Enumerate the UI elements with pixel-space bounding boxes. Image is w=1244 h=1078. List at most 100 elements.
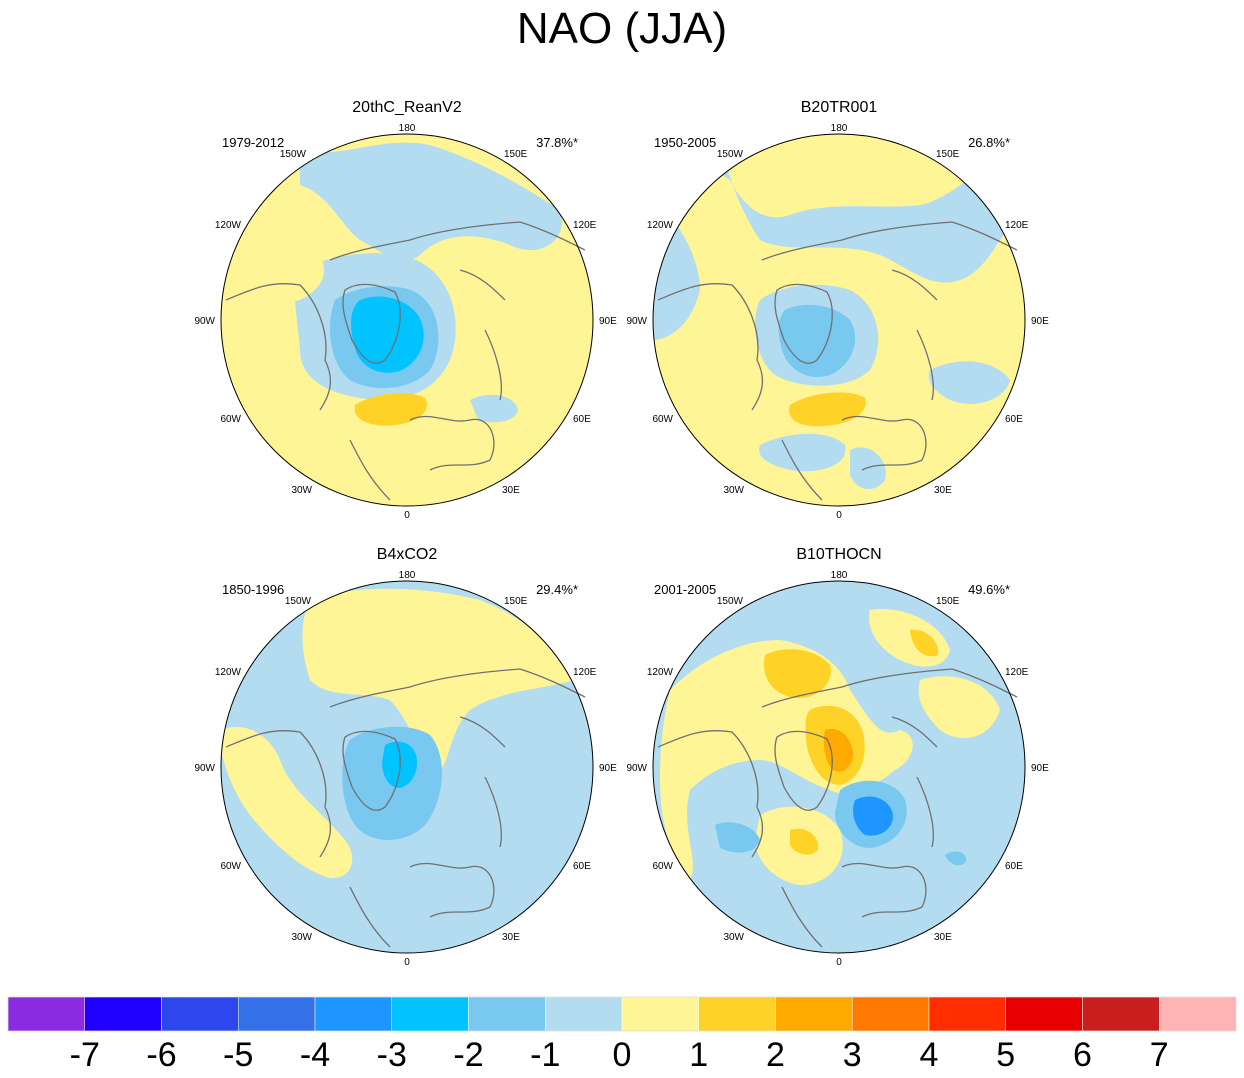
contour-negative-2 (945, 851, 967, 866)
colorbar-tick-label: 4 (920, 1036, 939, 1074)
lon-label: 60E (1005, 414, 1023, 425)
lon-label: 60E (1005, 861, 1023, 872)
longitude-labels: 180 150W 120W 90W 60W 30W 0 150E 120E 90… (194, 123, 617, 521)
lon-label: 120W (647, 667, 674, 678)
lon-label: 120W (647, 220, 674, 231)
lon-label: 60E (573, 414, 591, 425)
colorbar-tick-label: -2 (453, 1036, 483, 1074)
colorbar-tick-label: 0 (613, 1036, 632, 1074)
colorbar-tick-label: 6 (1073, 1036, 1092, 1074)
contour-positive-2 (764, 649, 831, 699)
contour-positive-3 (823, 728, 853, 772)
lon-label: 120W (215, 667, 242, 678)
map-field (221, 581, 593, 953)
panel-period: 1950-2005 (654, 135, 716, 150)
colorbar-tick-label: 5 (996, 1036, 1015, 1074)
contour-positive-2 (354, 393, 427, 426)
contour-negative-1 (928, 361, 1010, 404)
colorbar-tick-label: 3 (843, 1036, 862, 1074)
contour-negative-1 (759, 433, 846, 472)
longitude-labels: 180 150W 120W 90W 60W 30W 0 150E 120E 90… (626, 123, 1049, 521)
map-panel-2: B20TR001 1950-2005 26.8%* 180 150W 120W (626, 99, 1049, 521)
lon-label: 30E (502, 932, 520, 943)
colorbar-swatch (7, 996, 85, 1032)
coastlines (657, 668, 1018, 948)
panel-title: 20thC_ReanV2 (352, 99, 462, 116)
panel-title: B4xCO2 (377, 546, 438, 563)
colorbar-swatch (468, 996, 546, 1032)
panel-period: 2001-2005 (654, 582, 716, 597)
contour-negative-1 (653, 134, 1025, 283)
lon-label: 90W (194, 316, 215, 327)
contour-negative-1 (470, 394, 518, 423)
map-field (653, 581, 1025, 953)
lon-label: 30W (291, 485, 312, 496)
panel-title: B20TR001 (801, 99, 878, 116)
colorbar-tick-label: -6 (146, 1036, 176, 1074)
lon-label: 60W (220, 414, 241, 425)
colorbar-swatch (928, 996, 1006, 1032)
contour-negative-1 (300, 142, 562, 261)
lon-label: 60W (652, 414, 673, 425)
lon-label: 120E (573, 667, 597, 678)
lon-label: 120E (573, 220, 597, 231)
lon-label: 90W (626, 316, 647, 327)
lon-label: 90W (626, 763, 647, 774)
colorbar-tick-label: -7 (70, 1036, 100, 1074)
lon-label: 0 (836, 957, 842, 968)
colorbar-tick-label: -3 (377, 1036, 407, 1074)
contour-zero (221, 726, 353, 879)
lon-label: 30W (291, 932, 312, 943)
contour-positive-1 (918, 676, 1000, 739)
lon-label: 150W (280, 149, 307, 160)
colorbar-tick-label: 7 (1150, 1036, 1169, 1074)
colorbar-swatch (698, 996, 776, 1032)
colorbar-tick-label: -4 (300, 1036, 330, 1074)
colorbar-tick-label: 1 (689, 1036, 708, 1074)
colorbar: -7 -6 -5 -4 -3 -2 -1 0 1 2 3 4 5 6 7 (7, 996, 1237, 1074)
lon-label: 150E (504, 596, 528, 607)
colorbar-swatch (1159, 996, 1237, 1032)
longitude-labels: 180 150W 120W 90W 60W 30W 0 150E 120E 90… (626, 570, 1049, 968)
contour-negative-2 (715, 822, 760, 853)
panel-title: B10THOCN (796, 546, 881, 563)
lon-label: 90E (1031, 763, 1049, 774)
lon-label: 180 (399, 123, 416, 134)
panel-period: 1979-2012 (222, 135, 284, 150)
colorbar-border (7, 996, 1237, 1032)
contour-zero (250, 228, 324, 302)
lon-label: 0 (404, 510, 410, 521)
contour-negative-3 (351, 296, 424, 373)
contour-negative-3 (853, 796, 893, 836)
figure-title: NAO (JJA) (516, 4, 728, 53)
lon-label: 90W (194, 763, 215, 774)
map-field (221, 134, 593, 506)
lon-label: 150W (717, 596, 744, 607)
coastlines (225, 668, 586, 948)
colorbar-swatch (621, 996, 699, 1032)
contour-positive-2 (790, 828, 819, 855)
lon-label: 180 (831, 570, 848, 581)
lon-label: 120E (1005, 667, 1029, 678)
lon-label: 150W (717, 149, 744, 160)
lon-label: 120W (215, 220, 242, 231)
colorbar-swatch (84, 996, 162, 1032)
lon-label: 180 (399, 570, 416, 581)
colorbar-swatch (1082, 996, 1160, 1032)
map-boundary (220, 133, 594, 507)
panel-variance: 29.4%* (536, 582, 578, 597)
lon-label: 90E (599, 316, 617, 327)
lon-label: 30E (934, 932, 952, 943)
lon-label: 90E (599, 763, 617, 774)
map-boundary (652, 133, 1026, 507)
lon-label: 0 (836, 510, 842, 521)
colorbar-tick-label: -5 (223, 1036, 253, 1074)
colorbar-tick-label: 2 (766, 1036, 785, 1074)
map-panel-1: 20thC_ReanV2 1979-2012 37.8%* 180 150W 1… (194, 99, 617, 521)
lon-label: 180 (831, 123, 848, 134)
map-panel-4: B10THOCN 2001-2005 49.6%* (626, 546, 1049, 968)
lon-label: 60W (652, 861, 673, 872)
lon-label: 30W (723, 485, 744, 496)
colorbar-swatch (1005, 996, 1083, 1032)
contour-positive-2 (910, 629, 939, 657)
